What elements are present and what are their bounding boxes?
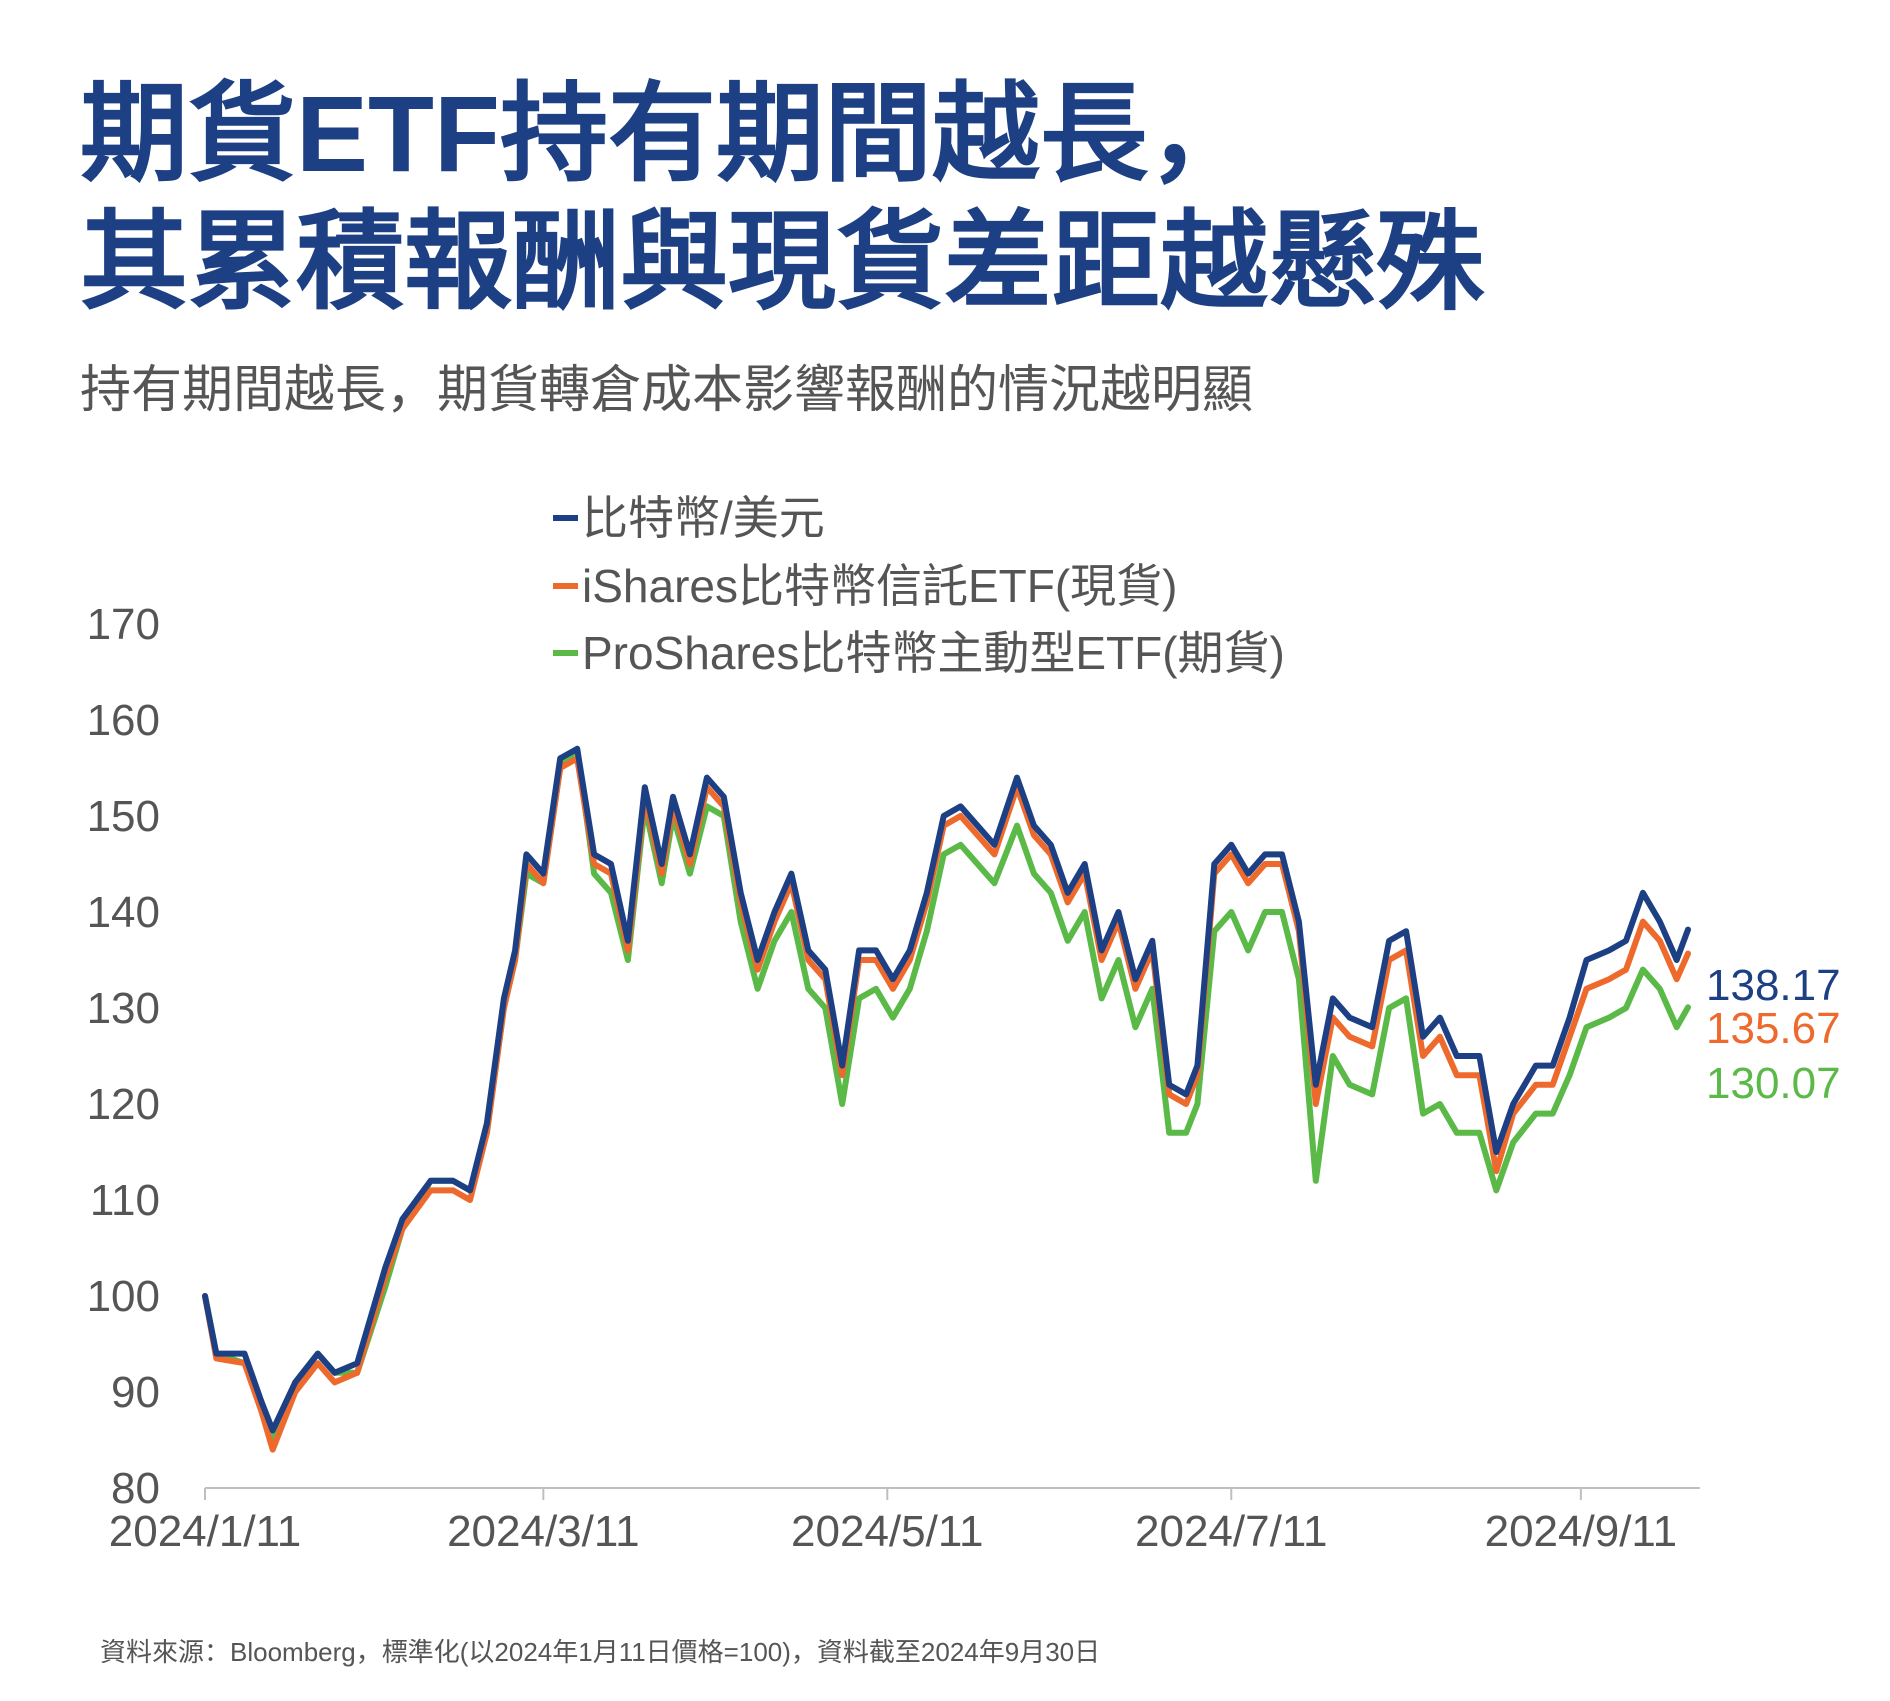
data-source-note: 資料來源：Bloomberg，標準化(以2024年1月11日價格=100)，資料… — [100, 1637, 1101, 1667]
y-tick-label: 80 — [111, 1464, 160, 1513]
series-line-btc-usd — [202, 745, 1691, 1434]
chart-title-line-2: 其累積報酬與現貨差距越懸殊 — [80, 201, 1485, 322]
y-tick-label: 130 — [87, 984, 160, 1033]
legend-label: ProShares比特幣主動型ETF(期貨) — [582, 627, 1285, 679]
x-axis: 2024/1/11 2024/3/11 2024/5/11 2024/7/11 2024… — [109, 1487, 1700, 1556]
x-tick-label: 2024/3/11 — [447, 1507, 639, 1556]
x-tick-label: 2024/7/11 — [1135, 1507, 1327, 1556]
y-tick-label: 90 — [111, 1368, 160, 1417]
y-tick-label: 160 — [87, 696, 160, 745]
series-line-proshares-futures — [202, 745, 1691, 1443]
x-tick-label: 2024/5/11 — [791, 1507, 983, 1556]
series-lines — [202, 745, 1691, 1453]
series-line-ishares-spot — [202, 755, 1691, 1453]
legend-item-proshares-futures: ProShares比特幣主動型ETF(期貨) — [553, 627, 1285, 679]
y-tick-label: 100 — [87, 1272, 160, 1321]
end-label-ishares-spot: 135.67 — [1706, 1004, 1841, 1053]
chart-subtitle: 持有期間越長，期貨轉倉成本影響報酬的情況越明顯 — [80, 361, 1254, 418]
legend-label: 比特幣/美元 — [582, 492, 825, 544]
x-tick-label: 2024/9/11 — [1485, 1507, 1677, 1556]
y-tick-label: 150 — [87, 792, 160, 841]
legend-item-btc-usd: 比特幣/美元 — [553, 492, 825, 544]
y-tick-label: 170 — [87, 600, 160, 649]
y-tick-label: 140 — [87, 888, 160, 937]
chart-title-line-1: 期貨ETF持有期間越長， — [80, 73, 1256, 194]
y-tick-label: 120 — [87, 1080, 160, 1129]
y-axis: 80 90 100 110 120 130 140 150 160 170 — [87, 600, 160, 1513]
legend-item-ishares-spot: iShares比特幣信託ETF(現貨) — [553, 560, 1177, 612]
end-label-btc-usd: 138.17 — [1706, 961, 1841, 1010]
y-tick-label: 110 — [90, 1176, 160, 1225]
legend-label: iShares比特幣信託ETF(現貨) — [582, 560, 1177, 612]
x-tick-label: 2024/1/11 — [109, 1507, 301, 1556]
end-label-proshares-futures: 130.07 — [1706, 1059, 1841, 1108]
chart-legend: 比特幣/美元 iShares比特幣信託ETF(現貨) ProShares比特幣主動型… — [553, 492, 1285, 679]
